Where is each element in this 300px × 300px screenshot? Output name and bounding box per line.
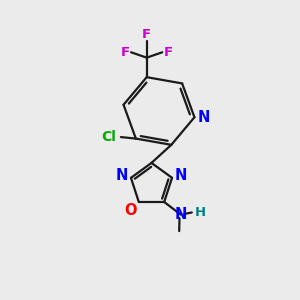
Text: O: O bbox=[124, 203, 136, 218]
Text: F: F bbox=[142, 28, 151, 40]
Text: N: N bbox=[116, 168, 128, 183]
Text: H: H bbox=[194, 206, 206, 219]
Text: N: N bbox=[175, 168, 188, 183]
Text: N: N bbox=[198, 110, 210, 125]
Text: N: N bbox=[175, 207, 187, 222]
Text: Cl: Cl bbox=[101, 130, 116, 144]
Text: F: F bbox=[164, 46, 172, 59]
Text: F: F bbox=[121, 46, 130, 59]
